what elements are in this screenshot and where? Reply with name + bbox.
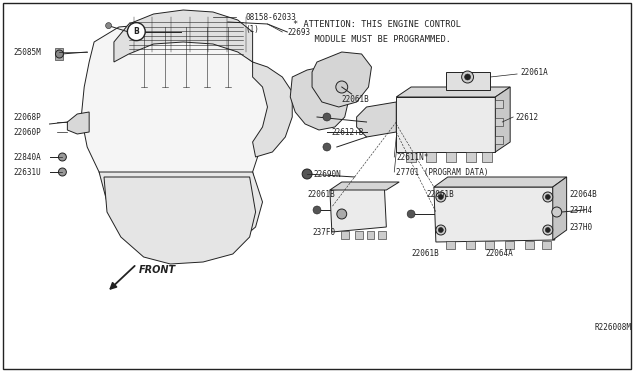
Text: 22611N*: 22611N*: [396, 153, 429, 161]
FancyBboxPatch shape: [340, 231, 349, 239]
Text: 22060P: 22060P: [14, 128, 42, 137]
FancyBboxPatch shape: [446, 152, 456, 162]
FancyBboxPatch shape: [56, 48, 63, 60]
Circle shape: [465, 74, 470, 80]
FancyBboxPatch shape: [426, 152, 436, 162]
Polygon shape: [434, 177, 566, 187]
Circle shape: [436, 225, 446, 235]
FancyBboxPatch shape: [495, 136, 503, 144]
Text: 22061B: 22061B: [342, 94, 369, 103]
Text: 25085M: 25085M: [14, 48, 42, 57]
Circle shape: [438, 195, 444, 199]
Polygon shape: [396, 97, 495, 152]
Polygon shape: [81, 24, 269, 247]
Text: B: B: [133, 27, 139, 36]
FancyBboxPatch shape: [406, 152, 416, 162]
Circle shape: [323, 113, 331, 121]
Text: 22061B: 22061B: [307, 189, 335, 199]
Circle shape: [545, 228, 550, 232]
Text: 22064A: 22064A: [485, 250, 513, 259]
Text: (1): (1): [246, 25, 260, 33]
FancyBboxPatch shape: [355, 231, 363, 239]
Circle shape: [336, 81, 348, 93]
Circle shape: [337, 209, 347, 219]
Polygon shape: [67, 112, 89, 134]
Text: * ATTENTION: THIS ENGINE CONTROL: * ATTENTION: THIS ENGINE CONTROL: [293, 20, 461, 29]
Text: 22690N: 22690N: [313, 170, 340, 179]
Circle shape: [461, 71, 474, 83]
FancyBboxPatch shape: [483, 152, 492, 162]
Text: 237F0: 237F0: [312, 228, 335, 237]
Circle shape: [58, 153, 67, 161]
Polygon shape: [253, 62, 292, 157]
Text: 22061B: 22061B: [411, 250, 439, 259]
FancyBboxPatch shape: [446, 72, 490, 90]
Circle shape: [552, 207, 562, 217]
Circle shape: [407, 210, 415, 218]
FancyBboxPatch shape: [485, 241, 494, 249]
Polygon shape: [330, 187, 387, 232]
Text: 237H0: 237H0: [570, 222, 593, 231]
Polygon shape: [396, 87, 510, 97]
Text: 22631U: 22631U: [14, 167, 42, 176]
Circle shape: [58, 168, 67, 176]
Polygon shape: [291, 67, 349, 130]
FancyBboxPatch shape: [446, 241, 454, 249]
Circle shape: [56, 50, 63, 58]
Polygon shape: [356, 102, 396, 137]
FancyBboxPatch shape: [465, 152, 476, 162]
FancyBboxPatch shape: [367, 231, 374, 239]
Polygon shape: [495, 87, 510, 152]
FancyBboxPatch shape: [542, 241, 551, 249]
Polygon shape: [104, 177, 255, 264]
Polygon shape: [553, 177, 566, 240]
FancyBboxPatch shape: [378, 231, 387, 239]
Text: 22064B: 22064B: [570, 189, 597, 199]
Polygon shape: [99, 172, 262, 254]
Polygon shape: [312, 52, 371, 107]
Circle shape: [323, 143, 331, 151]
Circle shape: [302, 169, 312, 179]
Circle shape: [543, 192, 553, 202]
Text: 22612+B: 22612+B: [332, 128, 364, 137]
Text: R226008M: R226008M: [595, 323, 632, 331]
Text: 22693: 22693: [287, 28, 310, 36]
Text: 27701 (PROGRAM DATA): 27701 (PROGRAM DATA): [396, 167, 489, 176]
Circle shape: [545, 195, 550, 199]
FancyBboxPatch shape: [525, 241, 534, 249]
FancyBboxPatch shape: [465, 241, 474, 249]
Polygon shape: [114, 10, 253, 62]
FancyBboxPatch shape: [495, 100, 503, 108]
Circle shape: [127, 23, 145, 41]
Circle shape: [543, 225, 553, 235]
FancyBboxPatch shape: [505, 241, 514, 249]
Text: MODULE MUST BE PROGRAMMED.: MODULE MUST BE PROGRAMMED.: [304, 35, 451, 44]
Text: 22061B: 22061B: [426, 189, 454, 199]
Text: 237H4: 237H4: [570, 205, 593, 215]
Polygon shape: [434, 187, 555, 242]
Circle shape: [436, 192, 446, 202]
Text: 22612: 22612: [515, 112, 538, 122]
Text: 08158-62033: 08158-62033: [246, 13, 296, 22]
Polygon shape: [330, 182, 399, 190]
Text: 22061A: 22061A: [520, 67, 548, 77]
Circle shape: [313, 206, 321, 214]
Text: 22068P: 22068P: [14, 112, 42, 122]
Text: 22840A: 22840A: [14, 153, 42, 161]
Circle shape: [438, 228, 444, 232]
FancyBboxPatch shape: [495, 118, 503, 126]
Circle shape: [106, 23, 111, 29]
Text: FRONT: FRONT: [139, 265, 176, 275]
